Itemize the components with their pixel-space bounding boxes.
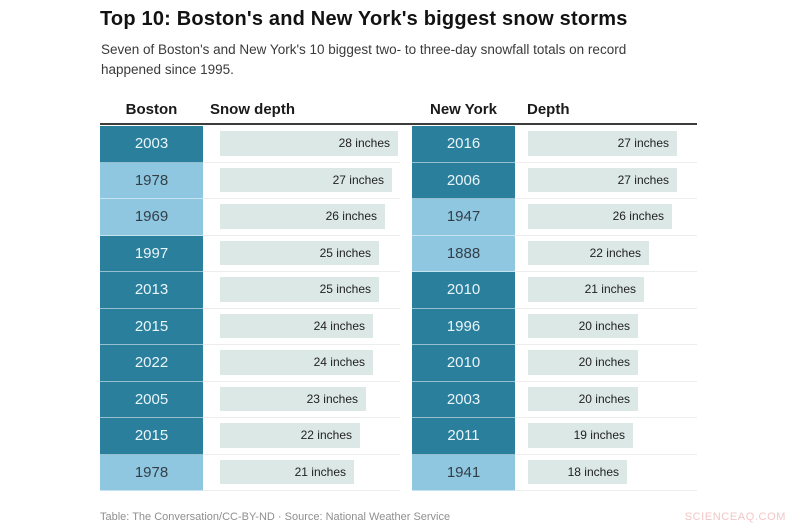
column-gap [400, 272, 412, 309]
snow-depth-bar: 21 inches [528, 277, 644, 302]
boston-bar-cell: 28 inches [203, 126, 400, 163]
header-divider-line [100, 123, 697, 125]
watermark: SCIENCEAQ.COM [684, 511, 786, 523]
newyork-bar-cell: 27 inches [515, 162, 697, 199]
table-row: 1997 25 inches 1888 22 inches [100, 235, 697, 272]
boston-year-cell: 1978 [100, 454, 203, 491]
boston-bar-cell: 27 inches [203, 162, 400, 199]
boston-bar-cell: 23 inches [203, 381, 400, 418]
boston-bar-cell: 22 inches [203, 418, 400, 455]
newyork-bar-cell: 20 inches [515, 308, 697, 345]
table-row: 2005 23 inches 2003 20 inches [100, 381, 697, 418]
newyork-bar-cell: 18 inches [515, 454, 697, 491]
page-title: Top 10: Boston's and New York's biggest … [100, 8, 628, 30]
boston-bar-cell: 24 inches [203, 345, 400, 382]
snow-depth-bar: 28 inches [220, 131, 398, 156]
table-row: 1969 26 inches 1947 26 inches [100, 199, 697, 236]
column-gap [400, 454, 412, 491]
table-row: 2015 24 inches 1996 20 inches [100, 308, 697, 345]
boston-bar-cell: 24 inches [203, 308, 400, 345]
snow-depth-bar: 22 inches [220, 423, 360, 448]
boston-year-cell: 2015 [100, 308, 203, 345]
column-gap [400, 199, 412, 236]
boston-year-cell: 2015 [100, 418, 203, 455]
newyork-year-cell: 1947 [412, 199, 515, 236]
newyork-bar-cell: 22 inches [515, 235, 697, 272]
boston-year-cell: 1969 [100, 199, 203, 236]
table-row: 2015 22 inches 2011 19 inches [100, 418, 697, 455]
boston-bar-cell: 25 inches [203, 272, 400, 309]
newyork-year-cell: 2010 [412, 345, 515, 382]
boston-year-cell: 2003 [100, 126, 203, 163]
column-header-snow-depth: Snow depth [210, 101, 295, 118]
snow-depth-bar: 20 inches [528, 386, 638, 411]
snow-depth-bar: 27 inches [528, 131, 677, 156]
newyork-year-cell: 2003 [412, 381, 515, 418]
snow-depth-bar: 24 inches [220, 313, 373, 338]
column-gap [400, 381, 412, 418]
boston-bar-cell: 26 inches [203, 199, 400, 236]
column-gap [400, 418, 412, 455]
snow-depth-bar: 26 inches [528, 204, 672, 229]
newyork-bar-cell: 20 inches [515, 345, 697, 382]
table-row: 1978 21 inches 1941 18 inches [100, 454, 697, 491]
newyork-year-cell: 2011 [412, 418, 515, 455]
snow-depth-bar: 25 inches [220, 240, 379, 265]
newyork-bar-cell: 27 inches [515, 126, 697, 163]
boston-year-cell: 1978 [100, 162, 203, 199]
snow-depth-bar: 25 inches [220, 277, 379, 302]
newyork-year-cell: 1941 [412, 454, 515, 491]
snow-depth-bar: 27 inches [528, 167, 677, 192]
snow-depth-bar: 24 inches [220, 350, 373, 375]
snow-depth-bar: 22 inches [528, 240, 649, 265]
column-gap [400, 235, 412, 272]
newyork-bar-cell: 26 inches [515, 199, 697, 236]
table-row: 1978 27 inches 2006 27 inches [100, 162, 697, 199]
snow-depth-bar: 18 inches [528, 459, 627, 484]
boston-bar-cell: 21 inches [203, 454, 400, 491]
newyork-year-cell: 1888 [412, 235, 515, 272]
column-gap [400, 345, 412, 382]
newyork-year-cell: 2010 [412, 272, 515, 309]
boston-year-cell: 1997 [100, 235, 203, 272]
boston-year-cell: 2022 [100, 345, 203, 382]
newyork-year-cell: 1996 [412, 308, 515, 345]
page-subtitle: Seven of Boston's and New York's 10 bigg… [101, 42, 627, 78]
column-gap [400, 126, 412, 163]
snow-depth-bar: 23 inches [220, 386, 366, 411]
column-gap [400, 162, 412, 199]
column-header-depth: Depth [527, 101, 570, 118]
newyork-bar-cell: 20 inches [515, 381, 697, 418]
column-header-boston: Boston [125, 101, 178, 118]
boston-year-cell: 2005 [100, 381, 203, 418]
boston-year-cell: 2013 [100, 272, 203, 309]
table-row: 2003 28 inches 2016 27 inches [100, 126, 697, 163]
snow-depth-bar: 27 inches [220, 167, 392, 192]
snow-depth-bar: 19 inches [528, 423, 633, 448]
snow-depth-bar: 26 inches [220, 204, 385, 229]
newyork-bar-cell: 21 inches [515, 272, 697, 309]
source-credit: Table: The Conversation/CC-BY-ND · Sourc… [100, 511, 451, 523]
boston-bar-cell: 25 inches [203, 235, 400, 272]
snow-depth-bar: 21 inches [220, 459, 354, 484]
table-rows: 2003 28 inches 2016 27 inches 1978 27 inches 2… [100, 126, 697, 491]
column-header-new-york: New York [430, 101, 497, 118]
snow-depth-bar: 20 inches [528, 313, 638, 338]
table-row: 2022 24 inches 2010 20 inches [100, 345, 697, 382]
snow-depth-bar: 20 inches [528, 350, 638, 375]
newyork-bar-cell: 19 inches [515, 418, 697, 455]
newyork-year-cell: 2006 [412, 162, 515, 199]
newyork-year-cell: 2016 [412, 126, 515, 163]
column-gap [400, 308, 412, 345]
table-row: 2013 25 inches 2010 21 inches [100, 272, 697, 309]
